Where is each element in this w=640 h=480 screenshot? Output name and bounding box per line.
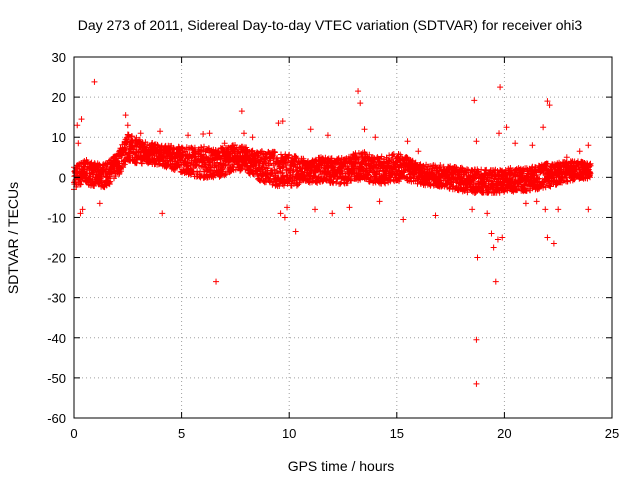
x-axis-label: GPS time / hours <box>288 458 395 474</box>
data-point <box>275 120 282 127</box>
plot-frame <box>73 56 613 419</box>
data-point <box>404 138 411 145</box>
y-axis-label: SDTVAR / TECUs <box>5 182 21 294</box>
data-point <box>473 336 480 343</box>
y-tick-label: 30 <box>52 50 66 65</box>
data-points <box>74 78 592 387</box>
y-tick-label: 0 <box>59 170 66 185</box>
data-point <box>79 206 86 213</box>
data-point <box>585 142 592 149</box>
data-point <box>122 112 129 119</box>
data-point <box>503 124 510 131</box>
y-tick-label: -40 <box>47 331 66 346</box>
chart-title: Day 273 of 2011, Sidereal Day-to-day VTE… <box>78 17 583 33</box>
data-point <box>213 278 220 285</box>
data-point <box>522 200 529 207</box>
data-point <box>555 206 562 213</box>
data-point <box>484 210 491 217</box>
x-tick-label: 25 <box>605 426 619 441</box>
data-point <box>540 124 547 131</box>
data-point <box>400 216 407 223</box>
data-point <box>563 154 570 161</box>
data-point <box>324 132 331 139</box>
data-point <box>159 210 166 217</box>
data-point <box>157 128 164 135</box>
data-point <box>361 126 368 133</box>
data-point <box>576 148 583 155</box>
y-tick-label: -50 <box>47 371 66 386</box>
data-point <box>281 214 288 221</box>
data-point <box>329 210 336 217</box>
data-point <box>238 108 245 115</box>
x-tick-label: 5 <box>178 426 185 441</box>
data-point <box>473 380 480 387</box>
x-tick-label: 20 <box>497 426 511 441</box>
y-tick-label: -30 <box>47 291 66 306</box>
data-point <box>372 134 379 141</box>
data-point <box>96 200 103 207</box>
data-point <box>544 234 551 241</box>
y-tick-label: -20 <box>47 251 66 266</box>
data-point <box>75 140 82 147</box>
data-point <box>499 234 506 241</box>
data-point <box>221 140 228 147</box>
data-point <box>488 230 495 237</box>
data-point <box>497 84 504 91</box>
data-point <box>279 118 286 125</box>
y-axis-ticks: -60 -50 -40 -30 -20 -10 0 10 20 30 <box>47 50 612 426</box>
data-point <box>490 244 497 251</box>
data-point <box>432 212 439 219</box>
data-point <box>277 210 284 217</box>
data-point <box>469 206 476 213</box>
data-point <box>74 122 81 129</box>
data-point <box>241 130 248 137</box>
data-point <box>550 240 557 247</box>
x-tick-label: 0 <box>70 426 77 441</box>
data-point <box>542 206 549 213</box>
data-point <box>585 206 592 213</box>
data-point <box>544 98 551 105</box>
data-point <box>346 204 353 211</box>
y-tick-label: 20 <box>52 90 66 105</box>
data-point <box>312 206 319 213</box>
data-point <box>124 122 131 129</box>
data-point <box>78 116 85 123</box>
y-tick-label: -10 <box>47 210 66 225</box>
data-point <box>512 140 519 147</box>
data-point <box>206 130 213 137</box>
data-point <box>284 204 291 211</box>
data-point <box>492 278 499 285</box>
x-axis-ticks: 0 5 10 15 20 25 <box>70 57 619 441</box>
data-point <box>200 131 207 138</box>
data-point <box>137 130 144 137</box>
data-point <box>546 102 553 109</box>
data-point <box>77 210 84 217</box>
data-point <box>494 236 501 243</box>
data-point <box>471 97 478 104</box>
y-tick-label: 10 <box>52 130 66 145</box>
data-point <box>292 228 299 235</box>
data-point <box>473 138 480 145</box>
y-tick-label: -60 <box>47 411 66 426</box>
x-tick-label: 15 <box>390 426 404 441</box>
data-point <box>91 78 98 85</box>
data-point <box>376 198 383 205</box>
grid <box>74 57 612 418</box>
data-point <box>357 100 364 107</box>
x-tick-label: 10 <box>282 426 296 441</box>
data-point <box>496 130 503 137</box>
data-point <box>474 254 481 261</box>
data-point <box>185 132 192 139</box>
data-point <box>307 126 314 133</box>
data-point <box>249 134 256 141</box>
data-point <box>529 142 536 149</box>
data-point <box>415 148 422 155</box>
data-point <box>533 198 540 205</box>
data-point <box>355 88 362 95</box>
